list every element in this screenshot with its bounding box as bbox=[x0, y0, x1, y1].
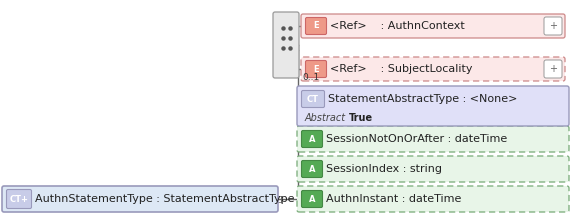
Text: A: A bbox=[309, 134, 315, 144]
Text: E: E bbox=[313, 65, 319, 73]
FancyBboxPatch shape bbox=[301, 161, 323, 177]
Text: E: E bbox=[313, 22, 319, 30]
Text: <Ref>    : SubjectLocality: <Ref> : SubjectLocality bbox=[330, 64, 472, 74]
Text: A: A bbox=[309, 164, 315, 174]
FancyBboxPatch shape bbox=[6, 190, 32, 209]
Text: AuthnInstant : dateTime: AuthnInstant : dateTime bbox=[326, 194, 461, 204]
FancyBboxPatch shape bbox=[297, 186, 569, 212]
Text: 0..1: 0..1 bbox=[302, 73, 319, 82]
FancyBboxPatch shape bbox=[301, 91, 324, 108]
Text: SessionIndex : string: SessionIndex : string bbox=[326, 164, 442, 174]
Text: A: A bbox=[309, 194, 315, 203]
FancyBboxPatch shape bbox=[301, 131, 323, 147]
Text: <Ref>    : AuthnContext: <Ref> : AuthnContext bbox=[330, 21, 465, 31]
FancyBboxPatch shape bbox=[297, 86, 569, 126]
FancyBboxPatch shape bbox=[297, 156, 569, 182]
Text: Abstract: Abstract bbox=[305, 113, 346, 123]
Text: StatementAbstractType : <None>: StatementAbstractType : <None> bbox=[328, 94, 517, 104]
FancyBboxPatch shape bbox=[544, 60, 562, 78]
Text: CT: CT bbox=[307, 95, 319, 104]
FancyBboxPatch shape bbox=[544, 17, 562, 35]
Text: AuthnStatementType : StatementAbstractType: AuthnStatementType : StatementAbstractTy… bbox=[35, 194, 294, 204]
FancyBboxPatch shape bbox=[305, 17, 327, 35]
Text: +: + bbox=[549, 64, 557, 74]
FancyBboxPatch shape bbox=[273, 12, 299, 78]
FancyBboxPatch shape bbox=[301, 190, 323, 207]
FancyBboxPatch shape bbox=[2, 186, 278, 212]
FancyBboxPatch shape bbox=[305, 60, 327, 78]
Text: +: + bbox=[549, 21, 557, 31]
FancyBboxPatch shape bbox=[297, 126, 569, 152]
Text: CT+: CT+ bbox=[9, 194, 28, 203]
Text: SessionNotOnOrAfter : dateTime: SessionNotOnOrAfter : dateTime bbox=[326, 134, 507, 144]
Text: True: True bbox=[349, 113, 373, 123]
FancyBboxPatch shape bbox=[301, 57, 565, 81]
FancyBboxPatch shape bbox=[301, 14, 565, 38]
